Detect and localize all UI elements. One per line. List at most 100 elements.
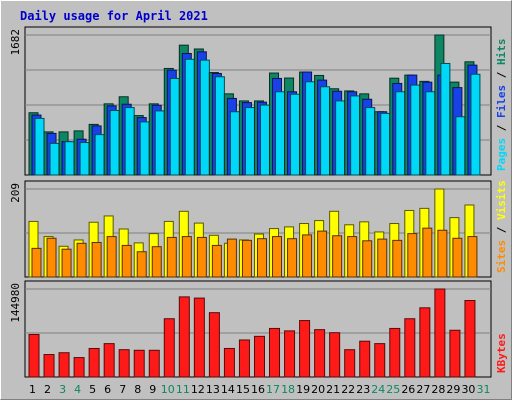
bar-kbytes-kbytes-day-5 xyxy=(88,347,100,378)
legend-pages: Pages xyxy=(495,138,508,171)
x-tick-label-day-24: 24 xyxy=(371,383,385,396)
bar-hits-pages-day-13 xyxy=(214,76,225,176)
bar-visits-sites-day-11 xyxy=(181,236,192,278)
x-tick-label-day-18: 18 xyxy=(281,383,295,396)
bar-visits-sites-day-9 xyxy=(151,246,162,278)
bar-visits-sites-day-13 xyxy=(211,244,222,278)
bar-visits-sites-day-29 xyxy=(452,237,463,278)
bar-visits-sites-day-27 xyxy=(422,227,433,278)
legend-hits: Hits xyxy=(495,39,508,66)
legend-separator: / xyxy=(495,220,508,240)
bar-hits-pages-day-8 xyxy=(139,121,150,176)
bar-visits-sites-day-2 xyxy=(46,237,57,278)
bar-hits-pages-day-11 xyxy=(184,58,195,176)
x-tick-label-day-12: 12 xyxy=(191,383,205,396)
bar-kbytes-kbytes-day-6 xyxy=(103,343,115,378)
x-tick-label-day-11: 11 xyxy=(176,383,190,396)
x-tick-label-day-23: 23 xyxy=(356,383,370,396)
bar-visits-sites-day-1 xyxy=(31,247,42,278)
bar-visits-sites-day-20 xyxy=(317,230,328,278)
bar-visits-sites-day-19 xyxy=(302,234,313,278)
legend-files: Files xyxy=(495,85,508,118)
bar-kbytes-kbytes-day-7 xyxy=(118,349,130,378)
bar-kbytes-kbytes-day-12 xyxy=(193,297,205,378)
bar-kbytes-kbytes-day-8 xyxy=(133,349,145,378)
panel-hits: 1682 Pages / Files / Hits xyxy=(9,26,508,176)
bar-visits-sites-day-30 xyxy=(467,236,478,278)
bar-hits-pages-day-30 xyxy=(470,73,481,176)
bar-visits-sites-day-3 xyxy=(61,248,72,278)
bar-kbytes-kbytes-day-13 xyxy=(208,312,220,378)
x-tick-label-day-31: 31 xyxy=(476,383,490,396)
panel-hits-side-legend: Pages / Files / Hits xyxy=(495,39,508,172)
bar-hits-pages-day-19 xyxy=(305,81,316,176)
bar-hits-pages-day-9 xyxy=(154,110,165,176)
x-tick-label-day-4: 4 xyxy=(74,383,81,396)
bar-visits-sites-day-18 xyxy=(287,238,298,278)
x-tick-label-day-30: 30 xyxy=(461,383,475,396)
bar-visits-sites-day-16 xyxy=(256,238,267,278)
x-tick-label-day-15: 15 xyxy=(236,383,250,396)
panel-visits-side-legend: Sites / Visits xyxy=(495,180,508,273)
x-tick-label-day-8: 8 xyxy=(134,383,141,396)
bar-kbytes-kbytes-day-9 xyxy=(148,349,160,378)
x-tick-label-day-2: 2 xyxy=(44,383,51,396)
bar-hits-pages-day-25 xyxy=(395,91,406,176)
x-tick-label-day-5: 5 xyxy=(89,383,96,396)
x-tick-label-day-25: 25 xyxy=(386,383,400,396)
panel-visits: 209 Sites / Visits xyxy=(9,180,508,278)
x-tick-label-day-28: 28 xyxy=(431,383,445,396)
bar-hits-pages-day-4 xyxy=(79,142,90,176)
bar-visits-sites-day-5 xyxy=(91,241,102,278)
bar-visits-sites-day-26 xyxy=(407,233,418,278)
x-tick-label-day-7: 7 xyxy=(119,383,126,396)
x-tick-label-day-14: 14 xyxy=(221,383,235,396)
bar-kbytes-kbytes-day-11 xyxy=(178,296,190,378)
x-tick-label-day-10: 10 xyxy=(161,383,175,396)
bar-hits-pages-day-26 xyxy=(410,84,421,176)
x-tick-label-day-27: 27 xyxy=(416,383,430,396)
bar-kbytes-kbytes-day-4 xyxy=(73,357,85,378)
x-tick-label-day-6: 6 xyxy=(104,383,111,396)
bar-kbytes-kbytes-day-10 xyxy=(163,318,175,378)
legend-separator: / xyxy=(495,118,508,138)
panel-kbytes: 144980 KBytes xyxy=(9,280,508,378)
x-tick-label-day-13: 13 xyxy=(206,383,220,396)
bar-hits-pages-day-12 xyxy=(199,59,210,176)
bar-kbytes-kbytes-day-26 xyxy=(404,318,416,378)
x-tick-label-day-16: 16 xyxy=(251,383,265,396)
x-tick-label-day-1: 1 xyxy=(29,383,36,396)
bar-hits-pages-day-27 xyxy=(425,91,436,176)
bar-visits-sites-day-21 xyxy=(332,235,343,278)
bar-visits-sites-day-23 xyxy=(362,240,373,278)
bar-hits-pages-day-22 xyxy=(350,95,361,176)
bar-visits-sites-day-4 xyxy=(76,242,87,278)
bar-hits-pages-day-28 xyxy=(440,62,451,176)
bar-hits-pages-day-1 xyxy=(34,117,45,176)
bar-visits-sites-day-22 xyxy=(347,236,358,278)
panel-hits-ymax-label: 1682 xyxy=(9,29,22,56)
legend-sites: Sites xyxy=(495,240,508,273)
bar-kbytes-kbytes-day-27 xyxy=(419,307,431,378)
x-tick-label-day-26: 26 xyxy=(401,383,415,396)
bar-hits-pages-day-14 xyxy=(229,111,240,176)
bar-kbytes-kbytes-day-23 xyxy=(359,340,371,378)
x-axis: 1 2 3 4 5 6 7 8 9 10 11 12 13 14 15 16 17 18 19 20 21 22 23 24 2… xyxy=(29,383,490,396)
bar-kbytes-kbytes-day-1 xyxy=(28,334,40,378)
x-tick-label-day-17: 17 xyxy=(266,383,280,396)
bar-kbytes-kbytes-day-3 xyxy=(58,352,70,378)
bar-hits-pages-day-16 xyxy=(259,104,270,176)
bar-kbytes-kbytes-day-25 xyxy=(389,327,401,378)
bar-kbytes-kbytes-day-29 xyxy=(449,329,461,378)
bar-visits-sites-day-7 xyxy=(121,244,132,278)
bar-kbytes-kbytes-day-22 xyxy=(344,349,356,378)
panel-kbytes-ymax-label: 144980 xyxy=(9,283,22,323)
bar-visits-sites-day-14 xyxy=(226,238,237,278)
bar-hits-pages-day-29 xyxy=(455,116,466,176)
bar-hits-pages-day-18 xyxy=(290,93,301,176)
bar-kbytes-kbytes-day-2 xyxy=(43,354,55,378)
bar-visits-sites-day-28 xyxy=(437,229,448,278)
bar-hits-pages-day-15 xyxy=(244,107,255,176)
